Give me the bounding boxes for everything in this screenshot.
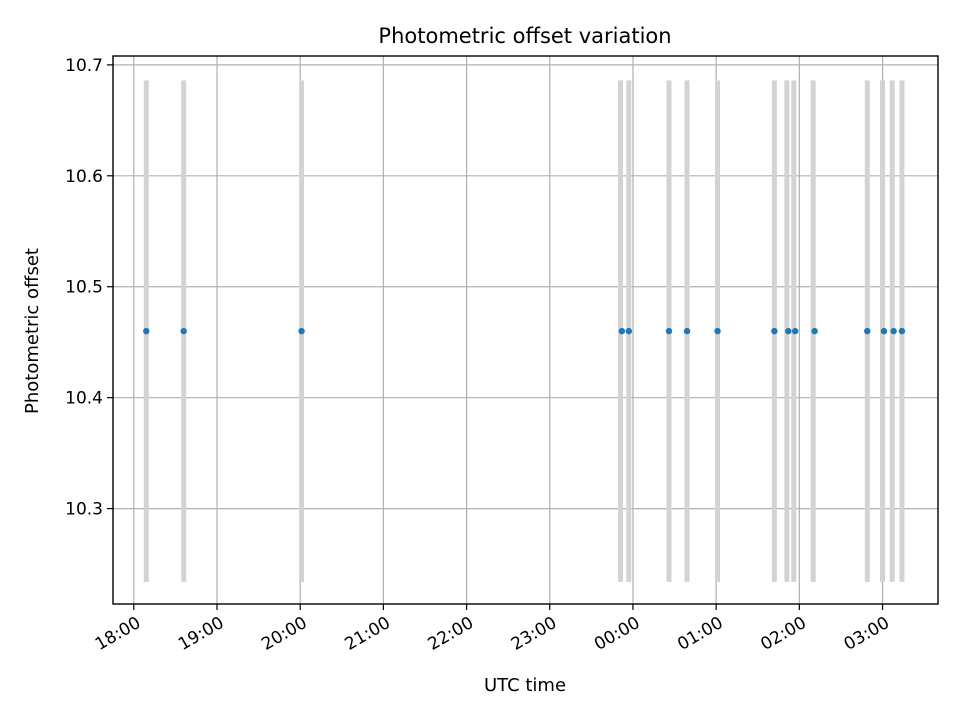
data-point <box>864 327 871 335</box>
grid <box>113 56 938 604</box>
chart-title: Photometric offset variation <box>378 24 671 48</box>
y-tick-label: 10.6 <box>65 167 103 187</box>
x-tick-label: 02:00 <box>757 613 809 655</box>
x-tick-label: 01:00 <box>674 613 726 655</box>
data-point <box>771 327 778 335</box>
data-point <box>880 327 888 335</box>
data-point <box>811 327 818 335</box>
x-tick-label: 21:00 <box>341 613 393 655</box>
data-point <box>180 327 187 335</box>
x-tick-label: 03:00 <box>841 613 893 655</box>
data-point <box>683 327 691 335</box>
x-tick-label: 23:00 <box>508 613 560 655</box>
data-point <box>143 327 150 335</box>
data-point <box>665 327 673 335</box>
x-tick-label: 18:00 <box>92 613 144 655</box>
y-tick-label: 10.3 <box>65 500 103 520</box>
x-tick-label: 22:00 <box>425 613 477 655</box>
plot-frame <box>112 55 939 605</box>
y-tick-label: 10.4 <box>65 389 103 409</box>
data-point <box>890 327 897 335</box>
x-tick-label: 20:00 <box>258 613 310 655</box>
data-point <box>298 327 305 335</box>
data-point <box>791 327 799 335</box>
x-tick-label: 19:00 <box>175 613 227 655</box>
y-axis-label: Photometric offset <box>22 248 43 414</box>
x-tick-label: 00:00 <box>591 613 643 655</box>
y-axis-ticks: 10.3 10.4 10.5 10.6 10.7 <box>65 56 113 520</box>
data-points <box>143 327 906 335</box>
x-axis-label: UTC time <box>484 675 566 696</box>
data-point <box>714 327 721 335</box>
data-point <box>625 327 632 335</box>
x-axis-ticks: 18:00 19:00 20:00 21:00 22:00 23:00 00:00 01:00… <box>92 604 893 655</box>
data-point <box>898 327 906 335</box>
data-point <box>785 327 792 335</box>
y-tick-label: 10.5 <box>65 278 103 298</box>
y-tick-label: 10.7 <box>65 56 103 76</box>
data-point <box>618 327 626 335</box>
